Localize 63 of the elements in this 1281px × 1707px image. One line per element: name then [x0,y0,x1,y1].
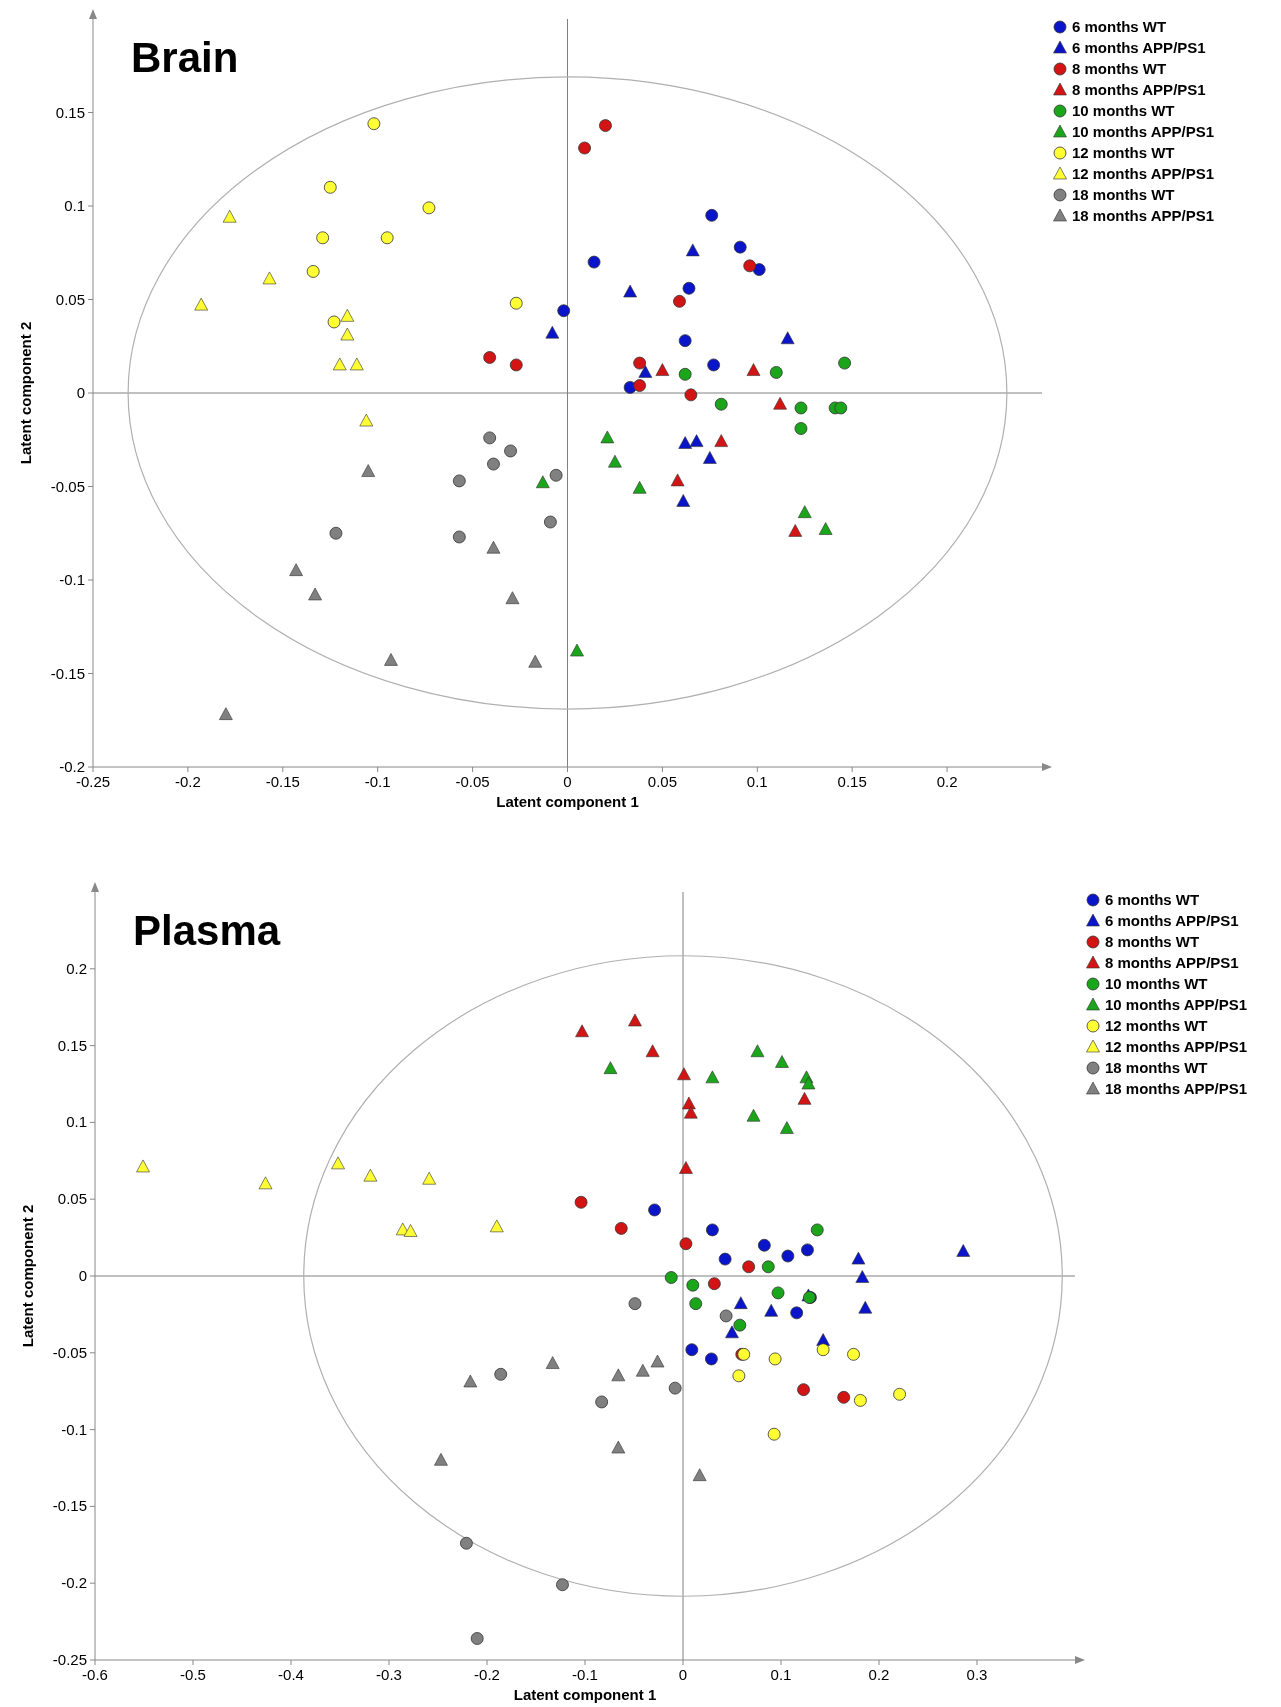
x-tick-label: -0.6 [82,1666,108,1683]
legend-label: 10 months WT [1105,975,1208,992]
y-tick-label: -0.25 [52,1651,87,1668]
x-tick-label: 0.3 [966,1666,988,1683]
legend-label: 12 months APP/PS1 [1072,165,1214,182]
x-tick-label: -0.5 [180,1666,206,1683]
legend-label: 18 months WT [1072,186,1175,203]
x-tick-label: 0.2 [936,773,958,790]
x-tick-label: -0.15 [265,773,300,790]
x-axis-title: Latent component 1 [513,1686,657,1703]
x-tick-label: -0.05 [455,773,490,790]
x-axis-title: Latent component 1 [496,793,639,810]
y-tick-label: 0.1 [66,1113,87,1131]
legend-label: 6 months WT [1105,891,1200,908]
y-axis-title: Latent component 2 [19,1204,36,1348]
y-tick-label: 0 [78,1267,87,1284]
legend-label: 6 months APP/PS1 [1105,912,1239,929]
y-axis-title: Latent component 2 [17,321,34,465]
x-tick-label: -0.3 [376,1666,402,1683]
y-tick-label: -0.15 [52,1497,87,1515]
y-tick-label: 0.2 [66,959,87,977]
legend-label: 12 months APP/PS1 [1105,1038,1247,1055]
legend-label: 8 months WT [1105,933,1200,950]
legend-label: 18 months APP/PS1 [1072,207,1214,224]
legend-label: 8 months APP/PS1 [1072,81,1206,98]
x-tick-label: -0.1 [572,1666,598,1683]
y-tick-label: -0.2 [61,1574,87,1592]
chart-title: Brain [131,34,239,81]
legend-label: 8 months APP/PS1 [1105,954,1239,971]
y-tick-label: 0.15 [57,1036,87,1054]
legend-label: 10 months APP/PS1 [1105,996,1247,1013]
y-tick-label: -0.05 [52,1343,87,1361]
y-tick-label: 0 [76,384,85,401]
legend-label: 10 months APP/PS1 [1072,123,1214,140]
x-tick-label: 0.2 [868,1666,890,1683]
legend-label: 12 months WT [1072,144,1175,161]
legend-label: 18 months WT [1105,1059,1208,1076]
chart-title: Plasma [133,907,281,954]
legend-label: 12 months WT [1105,1017,1208,1034]
y-tick-label: 0.1 [64,197,85,214]
legend-label: 6 months WT [1072,18,1167,35]
y-tick-label: -0.1 [61,1420,87,1438]
x-tick-label: 0 [678,1666,688,1683]
x-tick-label: -0.2 [474,1666,500,1683]
x-tick-label: 0 [563,773,572,790]
x-tick-label: 0.05 [647,773,677,790]
y-tick-label: 0.05 [55,290,85,308]
x-tick-label: -0.1 [364,773,391,790]
x-tick-label: -0.4 [278,1666,304,1683]
y-tick-label: -0.2 [59,758,85,775]
y-tick-label: 0.15 [55,103,85,121]
x-tick-label: -0.2 [174,773,201,790]
legend-label: 18 months APP/PS1 [1105,1080,1247,1097]
x-tick-label: 0.1 [746,773,768,790]
x-tick-label: 0.15 [837,773,867,790]
legend-label: 10 months WT [1072,102,1175,119]
x-tick-label: 0.1 [770,1666,792,1683]
y-tick-label: -0.1 [59,571,85,588]
legend-label: 6 months APP/PS1 [1072,39,1206,56]
y-tick-label: -0.15 [50,664,85,682]
legend-label: 8 months WT [1072,60,1167,77]
y-tick-label: 0.05 [57,1190,87,1208]
y-tick-label: -0.05 [50,477,85,495]
